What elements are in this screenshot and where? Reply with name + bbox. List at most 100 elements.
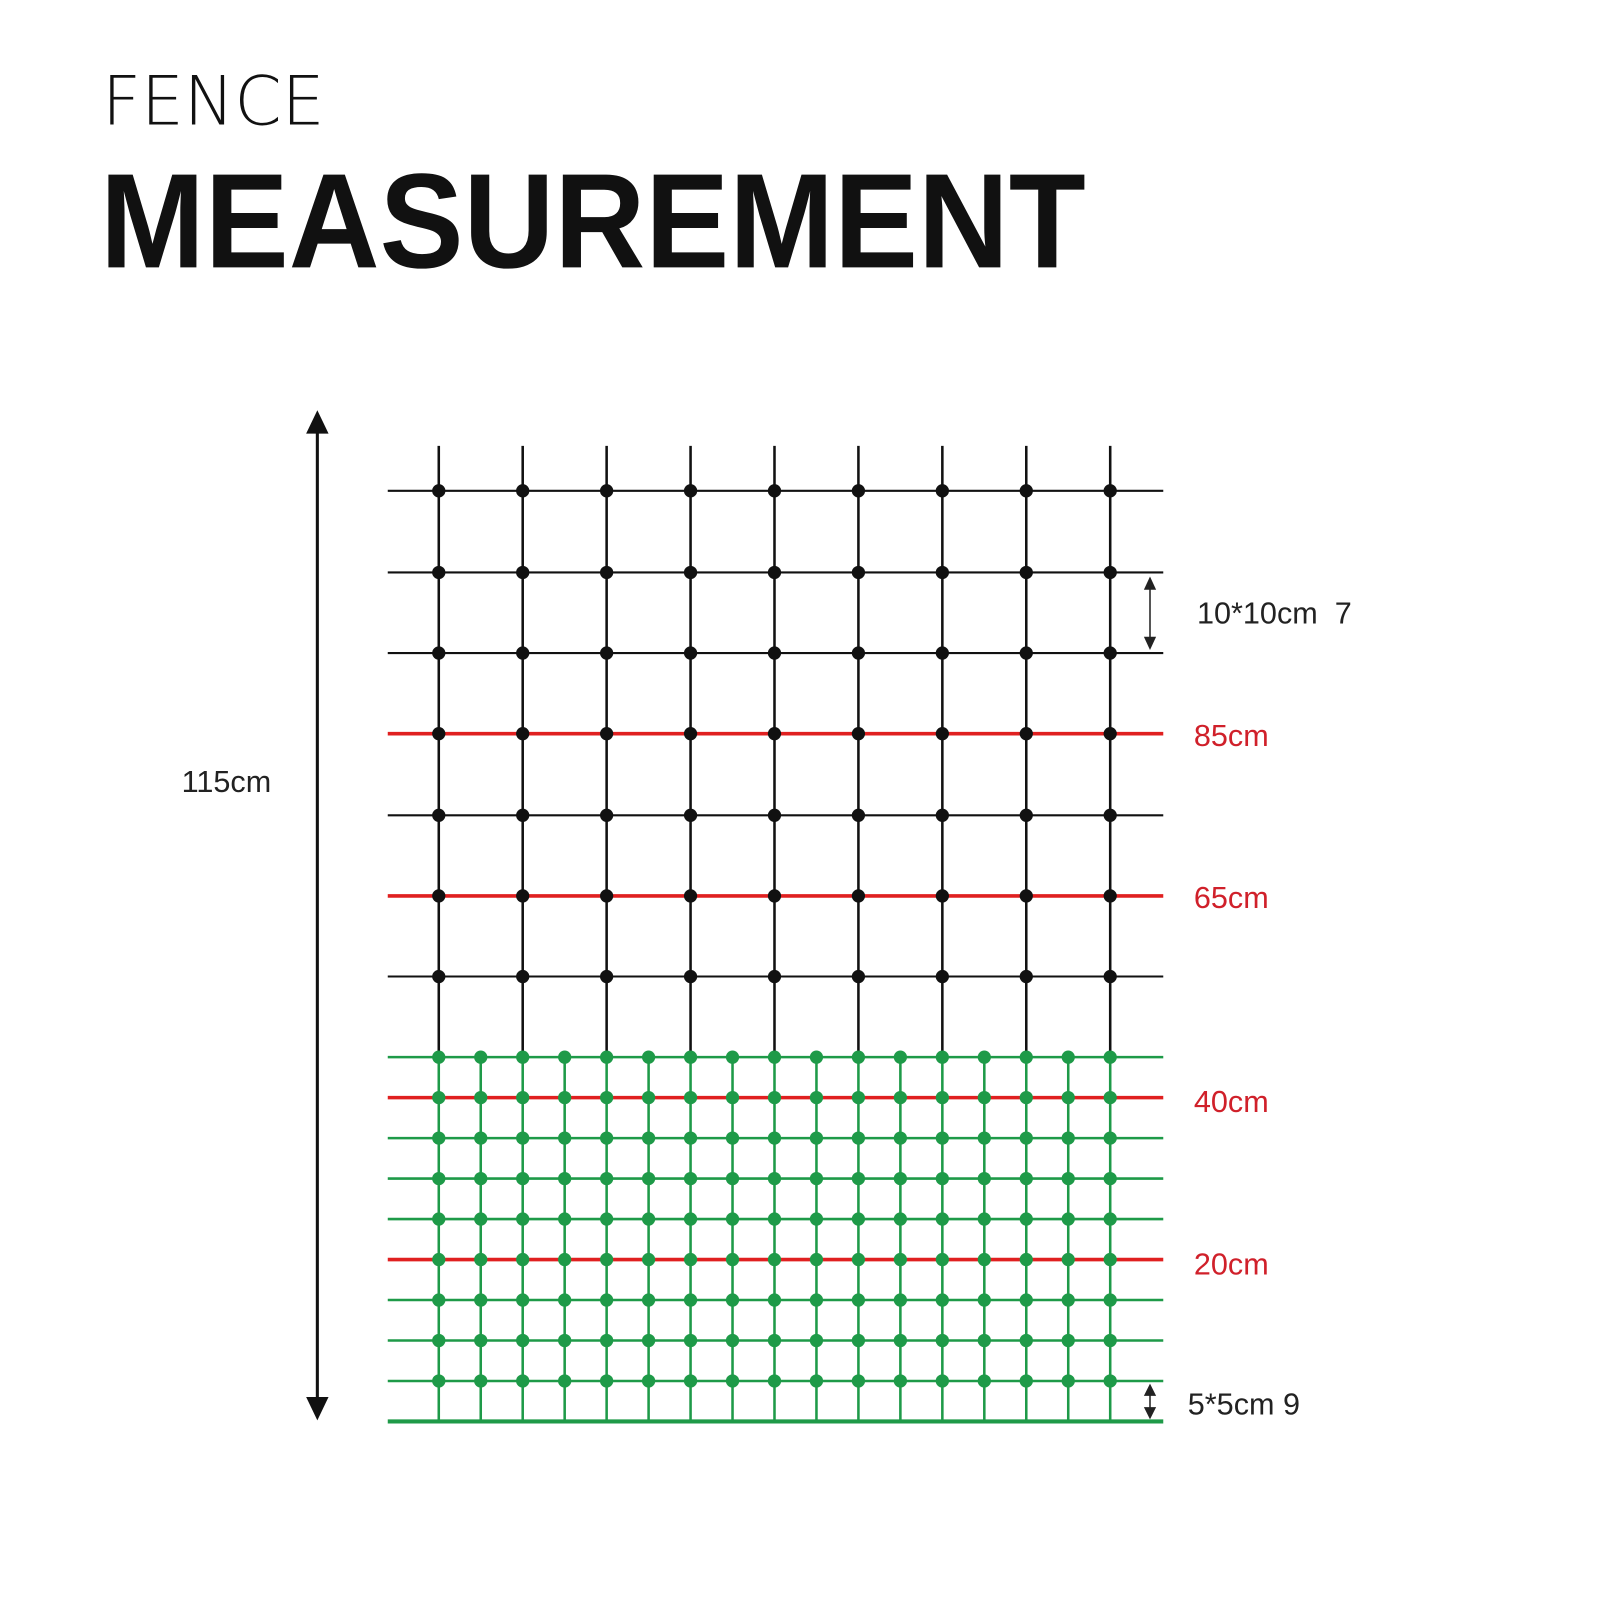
black-knot [935,727,949,741]
title-line2: MEASUREMENT [100,145,1086,296]
green-knot [600,1374,614,1388]
green-knot [432,1293,446,1307]
black-knot [600,484,614,498]
green-knot [1061,1050,1075,1064]
black-knot [432,889,446,903]
green-knot [809,1293,824,1307]
green-knot [1103,1090,1117,1105]
green-knot [432,1333,446,1348]
green-knot [935,1131,949,1145]
green-knot [767,1131,782,1145]
green-knot [809,1171,824,1186]
green-knot [851,1293,866,1307]
green-knot [1103,1131,1117,1145]
black-knot [683,565,698,580]
green-knot [977,1090,991,1105]
green-knot [558,1252,572,1267]
green-knot [474,1171,488,1186]
green-knot [1019,1171,1033,1186]
black-knot [851,727,866,741]
black-knot [600,808,614,822]
wire-label-85: 85cm [1194,719,1269,753]
black-knot [600,727,614,741]
green-knot [558,1131,572,1145]
black-knot [935,565,949,580]
green-knot [474,1252,488,1267]
black-knot [432,484,446,498]
green-knot [432,1374,446,1388]
black-knot [1019,969,1033,984]
green-knot [851,1212,866,1226]
black-knot [1019,565,1033,580]
green-knot [851,1171,866,1186]
green-knot [809,1333,824,1348]
green-knot [1019,1090,1033,1105]
green-knot [977,1131,991,1145]
green-knot [977,1293,991,1307]
black-knot [1019,484,1033,498]
green-knot [725,1252,740,1267]
green-knot [809,1131,824,1145]
black-knot [516,808,530,822]
black-knot [767,646,782,660]
black-knot [432,727,446,741]
black-knot [851,565,866,580]
black-knot [767,565,782,580]
green-knot [474,1333,488,1348]
black-knot [516,969,530,984]
green-knot [641,1050,656,1064]
green-knot [432,1131,446,1145]
black-knot [1103,889,1117,903]
black-knot [935,646,949,660]
green-knot [725,1171,740,1186]
green-knot [1019,1252,1033,1267]
green-knot [600,1090,614,1105]
black-knot [767,969,782,984]
green-knot [474,1293,488,1307]
green-knot [977,1333,991,1348]
black-knot [1103,727,1117,741]
green-knot [809,1374,824,1388]
green-knot [600,1212,614,1226]
green-knot [851,1252,866,1267]
green-knot [516,1212,530,1226]
black-knot [1019,889,1033,903]
green-knot [474,1131,488,1145]
green-knot [558,1050,572,1064]
green-knot [516,1050,530,1064]
green-knot [516,1374,530,1388]
green-knot [809,1252,824,1267]
green-knot [767,1374,782,1388]
green-knot [935,1333,949,1348]
green-knot [1103,1212,1117,1226]
green-knot [1103,1252,1117,1267]
black-knot [600,565,614,580]
black-knot [1103,808,1117,822]
green-knot [516,1171,530,1186]
black-knot [1103,565,1117,580]
green-knot [851,1090,866,1105]
green-knot [432,1050,446,1064]
black-knot [432,565,446,580]
black-knot [851,808,866,822]
green-knot [725,1212,740,1226]
green-knot [558,1293,572,1307]
black-knot [935,969,949,984]
green-knot [1061,1374,1075,1388]
green-knot [725,1131,740,1145]
green-knot [1061,1212,1075,1226]
green-knot [1061,1131,1075,1145]
green-knot [558,1090,572,1105]
green-knot [1061,1252,1075,1267]
black-knot [1103,969,1117,984]
green-knot [558,1374,572,1388]
black-knot [600,969,614,984]
green-knot [432,1212,446,1226]
wire-label-65: 65cm [1194,881,1269,915]
green-knot [641,1252,656,1267]
green-knot [1061,1293,1075,1307]
green-knot [474,1090,488,1105]
green-knot [432,1171,446,1186]
green-knot [1103,1333,1117,1348]
black-knot [516,565,530,580]
